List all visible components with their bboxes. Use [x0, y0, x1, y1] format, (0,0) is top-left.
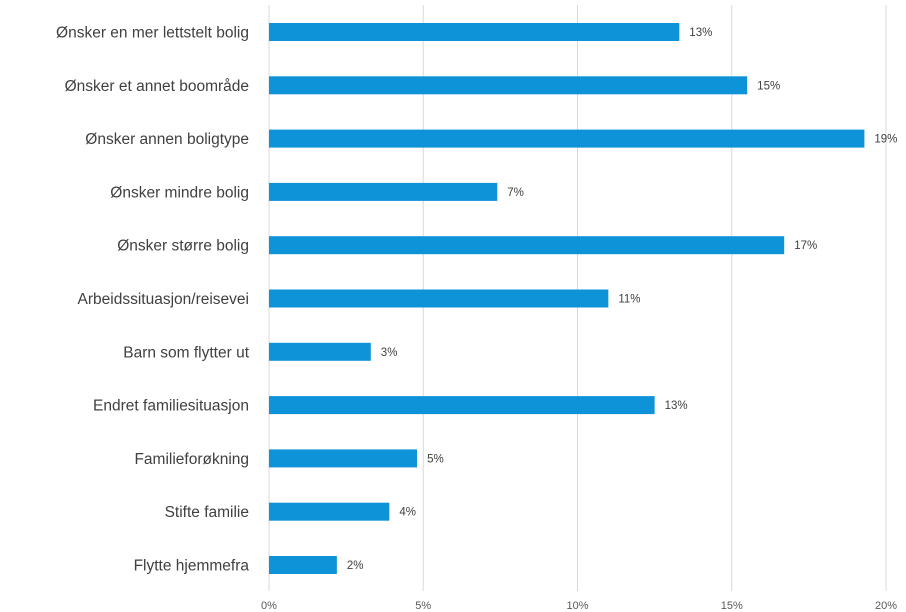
category-label: Ønsker annen boligtype [85, 131, 249, 148]
bar [269, 502, 390, 521]
category-label: Ønsker en mer lettstelt bolig [56, 25, 249, 42]
category-label: Arbeidssituasjon/reisevei [78, 291, 249, 308]
x-tick-label: 0% [261, 600, 277, 612]
bar [269, 182, 498, 201]
data-label: 13% [689, 27, 712, 39]
x-axis-tick-labels: 0% 5% 10% 15% 20% [261, 600, 897, 612]
x-tick-label: 15% [721, 600, 743, 612]
bar [269, 396, 655, 415]
data-label: 15% [757, 80, 780, 92]
category-label: Ønsker mindre bolig [110, 184, 249, 201]
category-label: Ønsker et annet boområde [65, 78, 249, 95]
data-label: 7% [507, 187, 524, 199]
data-label: 2% [347, 560, 364, 572]
category-label: Flytte hjemmefra [134, 558, 250, 575]
bars-group [269, 23, 865, 574]
bar [269, 449, 418, 468]
data-label: 17% [794, 240, 817, 252]
data-labels: 13% 15% 19% 7% 17% 11% 3% 13% 5% 4% 2% [347, 27, 898, 572]
data-label: 19% [874, 134, 897, 146]
bar [269, 76, 748, 95]
bar [269, 129, 865, 148]
data-label: 3% [381, 347, 398, 359]
category-label: Ønsker større bolig [117, 238, 249, 255]
x-tick-label: 5% [415, 600, 431, 612]
bar [269, 23, 680, 41]
category-labels: Ønsker en mer lettstelt bolig Ønsker et a… [56, 25, 250, 575]
category-label: Stifte familie [165, 504, 249, 521]
data-label: 11% [618, 294, 640, 306]
category-label: Barn som flytter ut [123, 344, 249, 361]
bar [269, 342, 371, 361]
bar [269, 236, 785, 255]
x-tick-label: 20% [875, 600, 897, 612]
data-label: 4% [399, 507, 416, 519]
x-tick-label: 10% [566, 600, 588, 612]
data-label: 5% [427, 453, 444, 465]
category-label: Familieforøkning [134, 451, 249, 468]
category-label: Endret familiesituasjon [93, 398, 249, 415]
bar [269, 289, 609, 308]
data-label: 13% [665, 400, 688, 412]
bar [269, 556, 337, 574]
